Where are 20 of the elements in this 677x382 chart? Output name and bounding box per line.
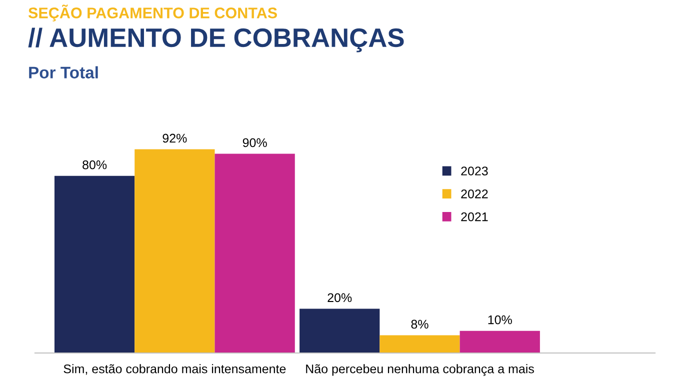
data-label: 90%: [242, 138, 267, 148]
chart-subtitle: Por Total: [29, 66, 98, 78]
chart-title: // AUMENTO DE COBRANÇAS: [28, 28, 404, 52]
legend-label: 2021: [461, 212, 488, 222]
x-tick-label: Não percebeu nenhuma cobrança a mais: [306, 364, 534, 376]
bar: [134, 149, 215, 353]
bar: [460, 330, 540, 353]
text: SEÇÃO PAGAMENTO DE CONTAS: [28, 4, 277, 22]
bar: [300, 308, 380, 353]
bar: [214, 154, 295, 353]
legend-label: 2023: [461, 166, 488, 176]
data-label: 10%: [488, 315, 512, 324]
legend-label: 2022: [461, 189, 488, 198]
data-label: 20%: [328, 293, 352, 302]
data-label: 92%: [162, 134, 187, 143]
x-tick-label: Sim, estão cobrando mais intensamente: [64, 364, 286, 375]
bar: [380, 335, 460, 353]
bar: [54, 176, 135, 353]
data-label: 8%: [411, 320, 428, 329]
data-label: 80%: [82, 160, 107, 170]
